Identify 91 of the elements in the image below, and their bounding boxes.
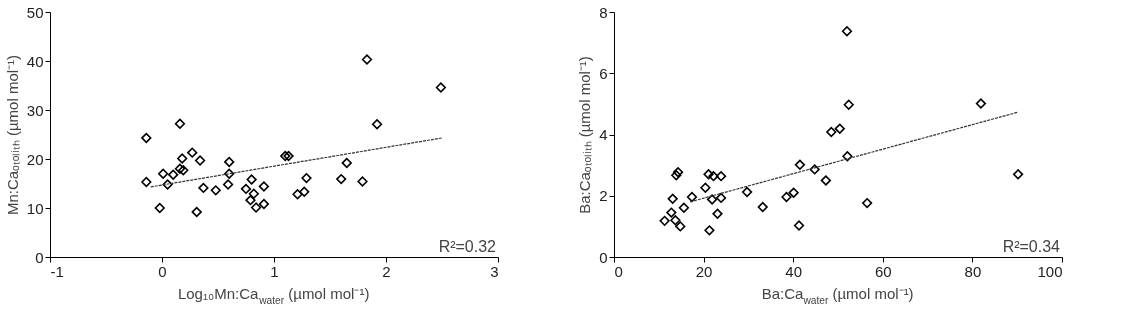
point [781, 191, 792, 203]
y-tick-label: 50 [26, 3, 44, 21]
point [198, 182, 209, 194]
point [435, 82, 447, 93]
point [258, 181, 270, 192]
x-tick-label: 100 [1037, 262, 1063, 280]
point [712, 208, 723, 219]
point [841, 26, 853, 37]
x-tick-label: 0 [158, 262, 167, 280]
y-axis-title: Mn:Caₒₜₒₗᵢₜₕ (µmol mol⁻¹) [3, 54, 21, 216]
point [174, 163, 186, 174]
point [258, 198, 270, 210]
annotation: R²=0.34 [1002, 238, 1061, 255]
y-tick-label: 0 [599, 248, 608, 266]
point [670, 215, 681, 226]
point [667, 193, 678, 204]
point [245, 195, 256, 206]
point [708, 171, 719, 182]
point [336, 173, 347, 185]
point [741, 186, 753, 198]
point [250, 202, 262, 213]
point [178, 165, 189, 176]
x-tick-label: 20 [695, 262, 713, 280]
y-tick-label: 10 [26, 199, 44, 217]
point [301, 172, 312, 184]
point [659, 215, 670, 226]
x-tick-label: 1 [270, 262, 279, 280]
point [194, 155, 206, 166]
point [210, 185, 221, 196]
y-tick-label: 8 [599, 3, 608, 21]
point [700, 182, 711, 193]
point [826, 126, 837, 138]
x-tick-label: 0 [614, 262, 623, 280]
point [834, 123, 845, 134]
point [224, 156, 235, 168]
point [157, 168, 169, 179]
point [177, 153, 188, 164]
y-tick-label: 6 [599, 64, 608, 82]
point [357, 176, 368, 187]
point [666, 207, 677, 218]
point [686, 191, 698, 203]
point [842, 151, 853, 162]
point [292, 189, 303, 200]
y-axis-title: Ba:Caₒₜₒₗᵢₜₕ (µmol mol⁻¹) [576, 56, 594, 214]
x-tick-label: 60 [874, 262, 892, 280]
y-tick-label: 2 [599, 187, 608, 205]
y-tick-label: 4 [599, 126, 608, 143]
x-tick-label: 2 [382, 262, 391, 280]
point [794, 159, 806, 170]
point [174, 118, 186, 129]
point [757, 201, 768, 213]
y-tick-label: 20 [26, 150, 44, 168]
point [1012, 169, 1024, 180]
point [240, 183, 252, 195]
point [191, 206, 202, 218]
point [843, 99, 854, 110]
x-tick-label: 40 [785, 262, 803, 280]
point [675, 221, 686, 232]
point [299, 186, 310, 197]
x-tick-label: -1 [50, 262, 64, 280]
point [703, 169, 714, 180]
point [706, 194, 718, 205]
point [820, 175, 832, 186]
point [361, 54, 373, 65]
point [248, 188, 259, 199]
annotation: R²=0.32 [438, 238, 497, 255]
point [715, 171, 727, 182]
point [793, 220, 805, 231]
x-tick-label: 3 [490, 262, 499, 280]
point [141, 132, 152, 144]
point [678, 202, 690, 213]
point [154, 202, 165, 214]
point [809, 164, 820, 175]
point [168, 169, 179, 180]
y-tick-label: 0 [35, 248, 44, 266]
y-tick-label: 40 [26, 52, 44, 70]
point [341, 157, 352, 169]
point [715, 192, 727, 204]
point [861, 197, 873, 209]
point [371, 119, 383, 130]
point [704, 225, 715, 236]
point [246, 174, 257, 185]
x-tick-label: 80 [964, 262, 982, 280]
point [975, 98, 987, 109]
y-tick-label: 30 [26, 101, 44, 119]
point [162, 179, 173, 190]
point [788, 187, 799, 198]
point [224, 168, 235, 179]
point [141, 176, 152, 188]
point [222, 179, 234, 190]
point [187, 147, 198, 158]
